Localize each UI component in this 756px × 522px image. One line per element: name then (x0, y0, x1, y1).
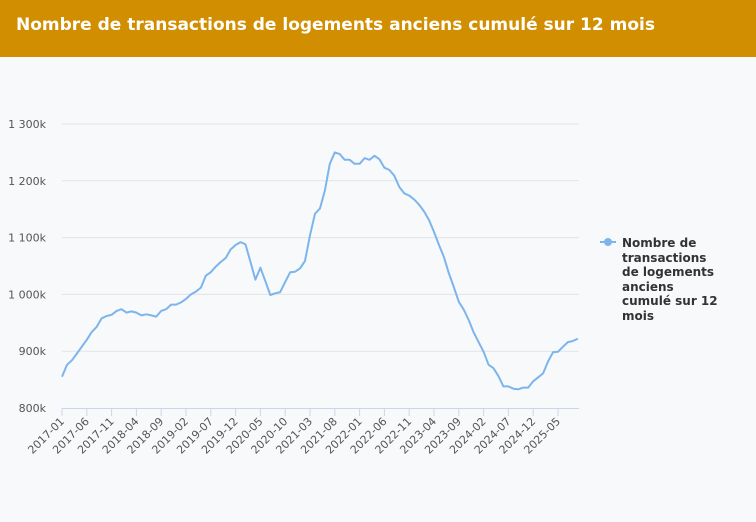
page-title: Nombre de transactions de logements anci… (16, 15, 655, 35)
y-tick-label: 800k (19, 402, 47, 415)
legend-label: Nombre de transactions de logements anci… (622, 236, 718, 323)
y-tick-label: 1 300k (8, 118, 46, 131)
series-line (61, 151, 579, 391)
y-tick-label: 1 100k (8, 232, 46, 245)
y-tick-label: 1 000k (8, 288, 46, 301)
y-tick-label: 900k (19, 345, 47, 358)
legend-line-marker-icon (600, 236, 620, 248)
legend-item[interactable]: Nombre de transactions de logements anci… (600, 236, 722, 323)
header: Nombre de transactions de logements anci… (0, 0, 756, 57)
y-tick-label: 1 200k (8, 175, 46, 188)
